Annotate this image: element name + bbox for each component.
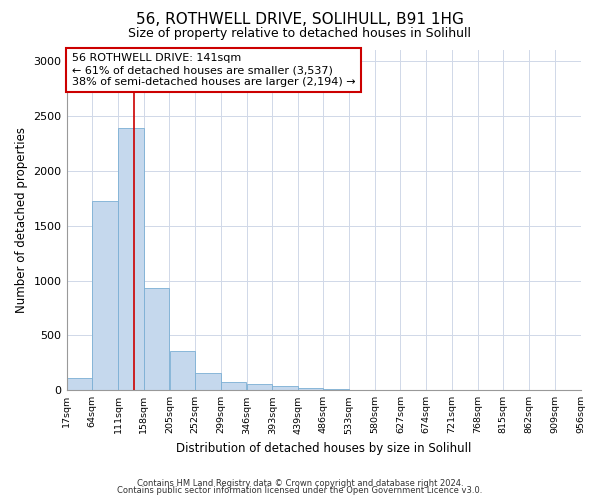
Bar <box>323 389 349 390</box>
Bar <box>170 352 195 391</box>
Bar <box>92 202 118 390</box>
Text: 56, ROTHWELL DRIVE, SOLIHULL, B91 1HG: 56, ROTHWELL DRIVE, SOLIHULL, B91 1HG <box>136 12 464 28</box>
Bar <box>221 382 247 390</box>
Text: Size of property relative to detached houses in Solihull: Size of property relative to detached ho… <box>128 28 472 40</box>
Text: Contains HM Land Registry data © Crown copyright and database right 2024.: Contains HM Land Registry data © Crown c… <box>137 478 463 488</box>
Bar <box>298 388 323 390</box>
Bar <box>272 386 298 390</box>
Bar <box>67 378 92 390</box>
Bar <box>195 374 221 390</box>
Text: 56 ROTHWELL DRIVE: 141sqm
← 61% of detached houses are smaller (3,537)
38% of se: 56 ROTHWELL DRIVE: 141sqm ← 61% of detac… <box>71 54 355 86</box>
Bar <box>247 384 272 390</box>
Bar <box>144 288 169 390</box>
Y-axis label: Number of detached properties: Number of detached properties <box>15 127 28 313</box>
X-axis label: Distribution of detached houses by size in Solihull: Distribution of detached houses by size … <box>176 442 471 455</box>
Bar <box>118 128 143 390</box>
Text: Contains public sector information licensed under the Open Government Licence v3: Contains public sector information licen… <box>118 486 482 495</box>
